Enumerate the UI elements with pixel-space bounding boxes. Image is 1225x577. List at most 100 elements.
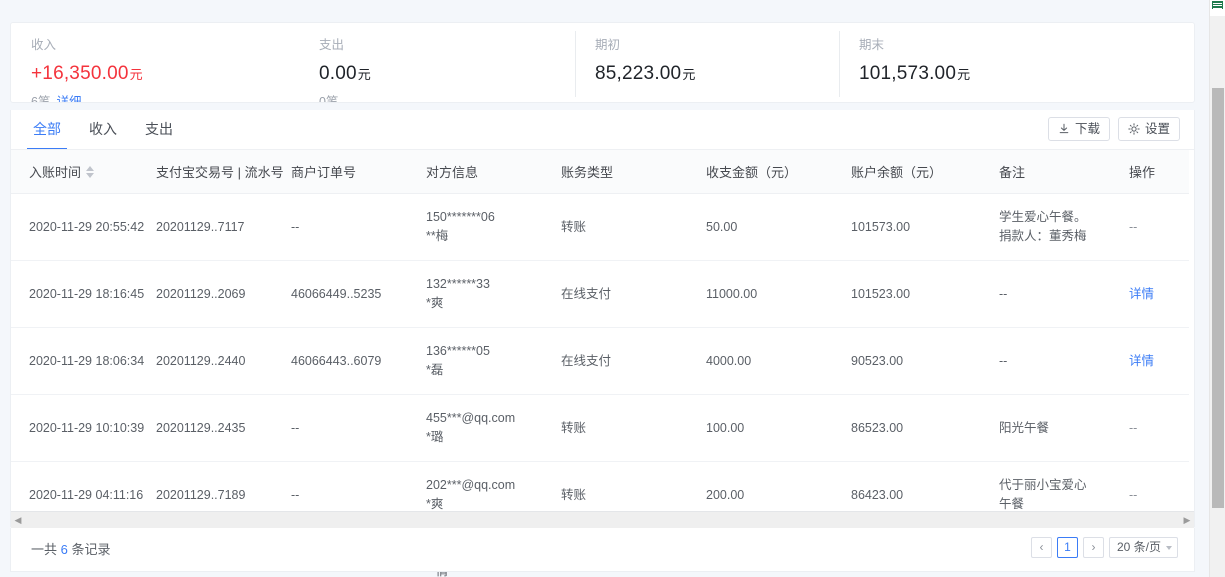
cell-party-line2: *爽 bbox=[426, 497, 444, 511]
cell-action: 详情 bbox=[1129, 260, 1189, 328]
cell-party: 132******33 *爽 bbox=[426, 260, 561, 328]
cell-time-value: 2020-11-29 18:06:34 bbox=[29, 353, 145, 368]
summary-sub-expense: 0笔 bbox=[319, 93, 575, 103]
column-header-action: 操作 bbox=[1129, 150, 1189, 194]
pagination-page-1[interactable]: 1 bbox=[1056, 537, 1078, 558]
table-row[interactable]: 2020-11-29 20:55:42 20201129..7117 -- 150**… bbox=[11, 193, 1189, 261]
summary-count-income: 6笔 bbox=[31, 95, 51, 103]
total-count: 6 bbox=[60, 542, 68, 557]
settings-button-label: 设置 bbox=[1144, 122, 1170, 136]
cell-remark-line1: 学生爱心午餐。 bbox=[999, 210, 1087, 224]
row-action-placeholder: -- bbox=[1129, 219, 1138, 234]
cell-type-value: 转账 bbox=[561, 420, 587, 435]
cell-order-no: 46066449..5235 bbox=[291, 260, 426, 328]
cell-balance-value: 101523.00 bbox=[851, 286, 911, 301]
scroll-left-arrow-icon[interactable]: ◀ bbox=[14, 514, 22, 525]
cell-type: 在线支付 bbox=[561, 260, 706, 328]
tab-expense[interactable]: 支出 bbox=[145, 121, 173, 137]
cell-trade-no-value: 20201129..2440 bbox=[156, 353, 246, 368]
summary-item-income: 收入 +16,350.00元 6笔 详细 bbox=[11, 23, 299, 103]
cell-remark: 阳光午餐 bbox=[999, 394, 1129, 462]
cell-balance: 101573.00 bbox=[851, 193, 999, 261]
cell-amount-value: 11000.00 bbox=[706, 286, 758, 301]
column-header-time[interactable]: 入账时间 bbox=[11, 150, 156, 194]
cell-amount-value: 4000.00 bbox=[706, 353, 752, 368]
cell-action: 详情 bbox=[1129, 327, 1189, 395]
cell-order-no-value: 46066443..6079 bbox=[291, 353, 382, 368]
cell-trade-no: 20201129..2440 bbox=[156, 327, 291, 395]
summary-value-income: +16,350.00元 bbox=[31, 59, 299, 90]
cell-balance: 90523.00 bbox=[851, 327, 999, 395]
cell-type-value: 转账 bbox=[561, 487, 587, 502]
cell-trade-no-value: 20201129..7189 bbox=[156, 487, 246, 502]
pagination-prev-button[interactable]: ‹ bbox=[1030, 537, 1052, 558]
summary-label-opening: 期初 bbox=[595, 38, 621, 52]
cell-balance: 101523.00 bbox=[851, 260, 999, 328]
cell-order-no: -- bbox=[291, 394, 426, 462]
cell-party-line1: 132******33 bbox=[426, 277, 490, 291]
cell-time-value: 2020-11-29 04:11:16 bbox=[29, 487, 144, 502]
row-detail-link[interactable]: 详情 bbox=[1129, 353, 1155, 368]
table-row[interactable]: 2020-11-29 18:06:34 20201129..2440 4606644… bbox=[11, 327, 1189, 395]
table-row[interactable]: 2020-11-29 18:16:45 20201129..2069 4606644… bbox=[11, 260, 1189, 328]
cell-order-no-value: -- bbox=[291, 219, 300, 234]
pagination-next-button[interactable]: › bbox=[1082, 537, 1104, 558]
column-header-type: 账务类型 bbox=[561, 150, 706, 194]
scroll-right-arrow-icon[interactable]: ▶ bbox=[1183, 514, 1191, 525]
cell-order-no-value: 46066449..5235 bbox=[291, 286, 382, 301]
summary-item-closing: 期末 101,573.00元 bbox=[839, 23, 1139, 102]
cell-time: 2020-11-29 18:06:34 bbox=[11, 327, 156, 395]
summary-detail-link[interactable]: 详细 bbox=[56, 95, 82, 103]
cell-amount-value: 200.00 bbox=[706, 487, 745, 502]
column-header-amount: 收支金额（元） bbox=[706, 150, 851, 194]
cell-balance-value: 86423.00 bbox=[851, 487, 904, 502]
cell-order-no: 46066443..6079 bbox=[291, 327, 426, 395]
summary-item-opening: 期初 85,223.00元 bbox=[575, 23, 839, 102]
tab-list: 全部 收入 支出 bbox=[19, 110, 187, 150]
cell-trade-no-value: 20201129..2069 bbox=[156, 286, 246, 301]
cell-type: 在线支付 bbox=[561, 327, 706, 395]
cell-type: 转账 bbox=[561, 193, 706, 261]
download-button[interactable]: 下载 bbox=[1047, 117, 1110, 141]
table-row[interactable]: 2020-11-29 10:10:39 20201129..2435 -- 455**… bbox=[11, 394, 1189, 462]
cell-type: 转账 bbox=[561, 394, 706, 462]
cell-amount-value: 100.00 bbox=[706, 420, 745, 435]
page-scrollbar-thumb[interactable] bbox=[1212, 88, 1224, 508]
summary-label-income: 收入 bbox=[31, 38, 57, 52]
column-header-balance: 账户余额（元） bbox=[851, 150, 999, 194]
cell-remark-line1: 代于丽小宝爱心 bbox=[999, 478, 1087, 492]
tab-all[interactable]: 全部 bbox=[19, 110, 75, 150]
summary-count-expense: 0笔 bbox=[319, 95, 339, 103]
cell-party-line2: **梅 bbox=[426, 229, 449, 243]
sort-icon[interactable] bbox=[86, 165, 95, 178]
cell-balance: 86523.00 bbox=[851, 394, 999, 462]
tabbar-divider bbox=[11, 149, 1194, 150]
table-header: 入账时间 支付宝交易号 | 流水号 商户订单号 对方信息 账务类型 收支金额（元… bbox=[11, 150, 1189, 194]
page-size-label: 20 条/页 bbox=[1116, 540, 1161, 554]
cell-remark-line1: 阳光午餐 bbox=[999, 420, 1050, 435]
cell-party-line1: 150*******06 bbox=[426, 210, 495, 224]
cell-time: 2020-11-29 20:55:42 bbox=[11, 193, 156, 261]
cell-action: -- bbox=[1129, 193, 1189, 261]
page-size-select[interactable]: 20 条/页 bbox=[1108, 537, 1178, 558]
summary-label-expense: 支出 bbox=[319, 38, 345, 52]
download-icon bbox=[1058, 123, 1070, 135]
tab-income[interactable]: 收入 bbox=[89, 121, 117, 137]
total-prefix: 一共 bbox=[31, 542, 58, 557]
cell-party-line1: 202***@qq.com bbox=[426, 478, 516, 492]
column-header-party: 对方信息 bbox=[426, 150, 561, 194]
cell-party-line2: *璐 bbox=[426, 430, 444, 444]
total-suffix: 条记录 bbox=[71, 542, 111, 557]
row-detail-link[interactable]: 详情 bbox=[1129, 286, 1155, 301]
summary-unit-income: 元 bbox=[129, 67, 143, 82]
summary-label-closing: 期末 bbox=[859, 38, 885, 52]
page-vertical-scrollbar[interactable] bbox=[1209, 0, 1225, 577]
settings-button[interactable]: 设置 bbox=[1117, 117, 1180, 141]
cell-amount-value: 50.00 bbox=[706, 219, 738, 234]
summary-amount-closing: 101,573.00 bbox=[859, 63, 957, 84]
summary-amount-expense: 0.00 bbox=[319, 63, 357, 84]
cell-trade-no: 20201129..2069 bbox=[156, 260, 291, 328]
chevron-down-icon bbox=[1166, 546, 1172, 550]
table-horizontal-scrollbar[interactable]: ◀ ▶ bbox=[11, 511, 1194, 528]
